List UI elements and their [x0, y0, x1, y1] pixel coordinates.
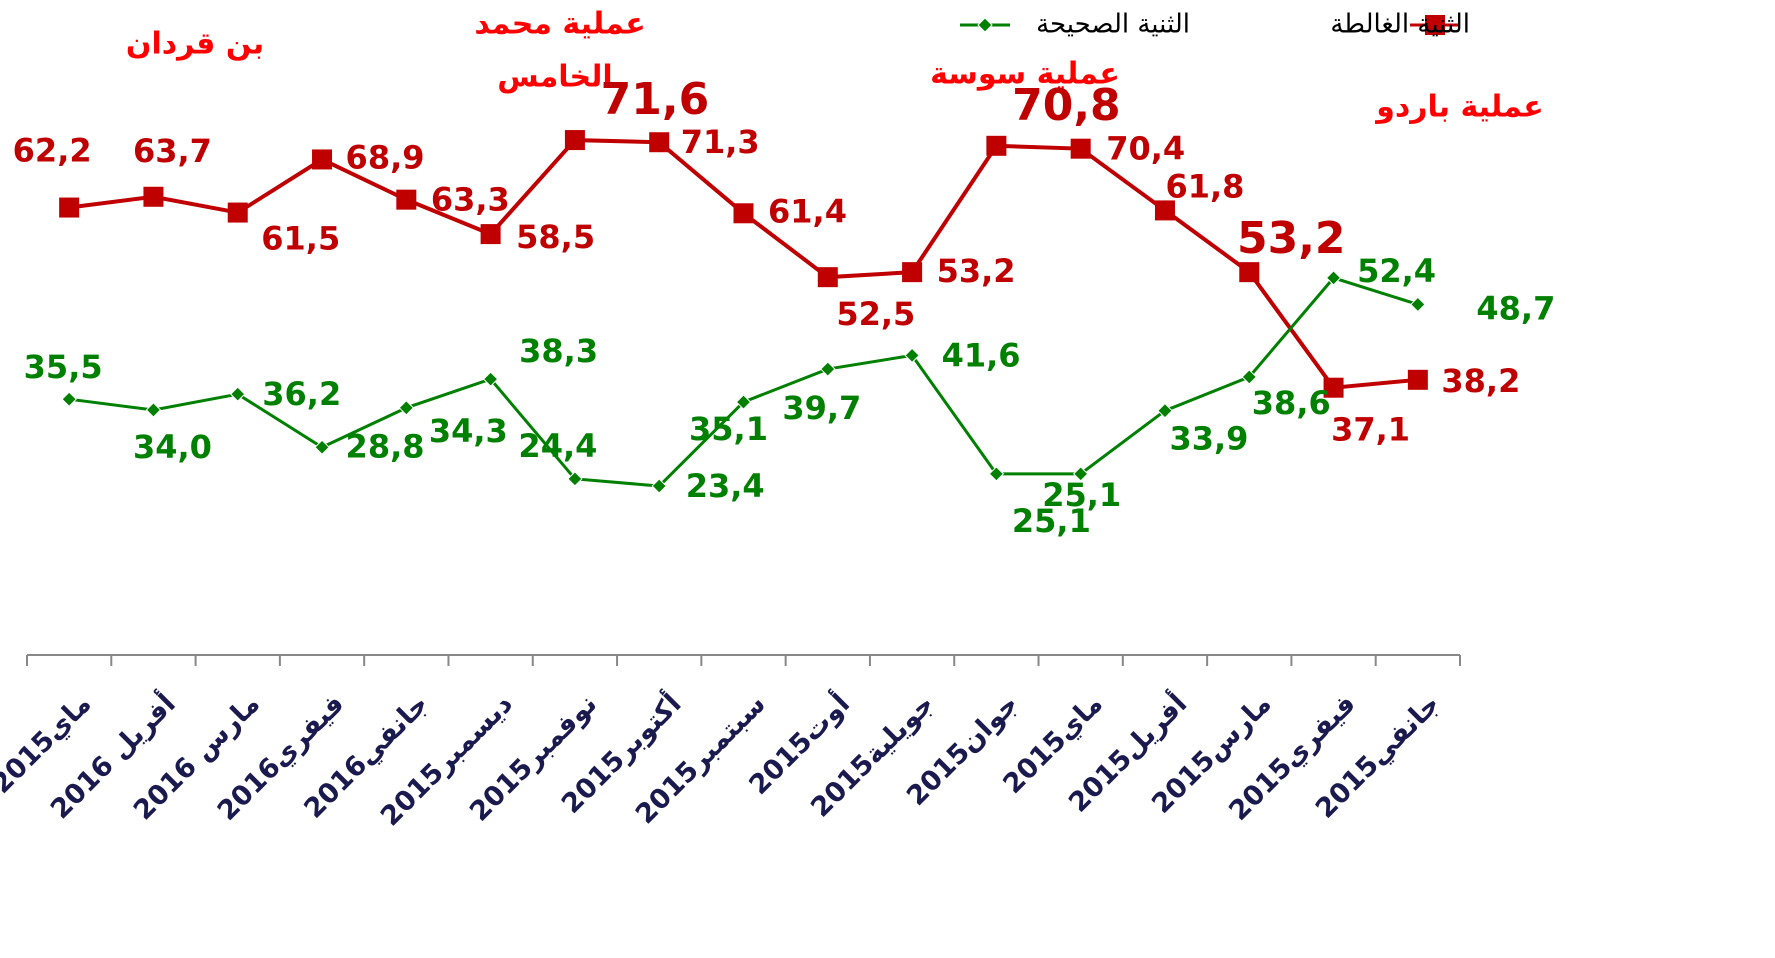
- marker: [227, 202, 248, 223]
- data-label: 23,4: [686, 467, 765, 505]
- marker: [904, 347, 920, 364]
- marker: [1070, 138, 1091, 159]
- annotation: عملية باردو: [1374, 90, 1544, 125]
- data-label: 35,5: [24, 348, 103, 386]
- data-label: 61,4: [768, 192, 847, 230]
- marker: [1072, 466, 1089, 482]
- annotation: عملية سوسة: [930, 57, 1120, 92]
- data-label: 38,3: [519, 332, 598, 370]
- data-label: 53,2: [1237, 213, 1346, 264]
- marker: [145, 402, 162, 418]
- data-label: 58,5: [516, 218, 595, 256]
- data-label: 41,6: [942, 336, 1021, 374]
- data-label: 70,4: [1106, 130, 1185, 168]
- marker: [1410, 296, 1426, 313]
- marker: [314, 439, 330, 455]
- data-label: 71,3: [681, 123, 760, 161]
- marker: [480, 224, 501, 245]
- data-label: 62,2: [13, 132, 92, 170]
- data-label: 52,5: [836, 295, 915, 333]
- marker: [1407, 369, 1428, 390]
- data-label: 61,5: [261, 220, 340, 258]
- data-label: 34,0: [133, 428, 212, 466]
- data-label: 24,4: [518, 427, 597, 465]
- data-label: 37,1: [1331, 411, 1410, 449]
- marker: [1154, 200, 1175, 221]
- marker: [902, 262, 923, 283]
- marker: [1157, 402, 1173, 419]
- annotation: عملية محمد: [474, 7, 645, 42]
- marker: [1425, 15, 1445, 35]
- marker: [817, 267, 838, 288]
- data-label: 68,9: [346, 138, 425, 176]
- data-label: 53,2: [937, 252, 1016, 290]
- marker: [59, 197, 80, 218]
- data-label: 28,8: [346, 427, 425, 465]
- legend-label: الثنية الصحيحة: [1036, 10, 1190, 40]
- data-label: 70,8: [1012, 80, 1121, 131]
- marker: [230, 386, 246, 402]
- data-label: 39,7: [782, 389, 861, 427]
- marker: [1323, 377, 1344, 398]
- legend-label: الثنية الغالطة: [1330, 10, 1470, 40]
- data-label: 38,2: [1441, 362, 1520, 400]
- data-label: 38,6: [1252, 384, 1331, 422]
- data-label: 63,3: [431, 181, 510, 219]
- data-label: 52,4: [1357, 252, 1436, 290]
- marker: [651, 478, 667, 494]
- marker: [398, 400, 415, 416]
- marker: [735, 394, 752, 410]
- data-label: 25,1: [1012, 502, 1091, 540]
- marker: [649, 132, 670, 153]
- data-label: 33,9: [1169, 420, 1248, 458]
- data-label: 36,2: [262, 375, 341, 413]
- data-label: 25,1: [1042, 476, 1121, 514]
- data-label: 61,8: [1165, 167, 1244, 205]
- marker: [988, 466, 1005, 482]
- marker: [733, 203, 754, 224]
- marker: [986, 135, 1007, 156]
- data-label: 34,3: [429, 412, 508, 450]
- marker: [1239, 262, 1260, 283]
- marker: [482, 371, 499, 387]
- data-label: 35,1: [689, 410, 768, 448]
- marker: [143, 186, 164, 207]
- marker: [312, 149, 333, 170]
- data-label: 63,7: [133, 132, 212, 170]
- data-label: 48,7: [1476, 289, 1555, 327]
- marker: [1241, 369, 1257, 385]
- marker: [564, 130, 585, 151]
- marker: [567, 471, 583, 487]
- marker: [61, 391, 77, 407]
- marker: [820, 361, 836, 377]
- marker: [396, 189, 417, 210]
- data-label: 71,6: [601, 74, 710, 125]
- marker: [1325, 270, 1342, 286]
- marker: [977, 17, 993, 33]
- annotation: الخامس: [497, 60, 612, 95]
- annotation: بن قردان: [126, 27, 264, 62]
